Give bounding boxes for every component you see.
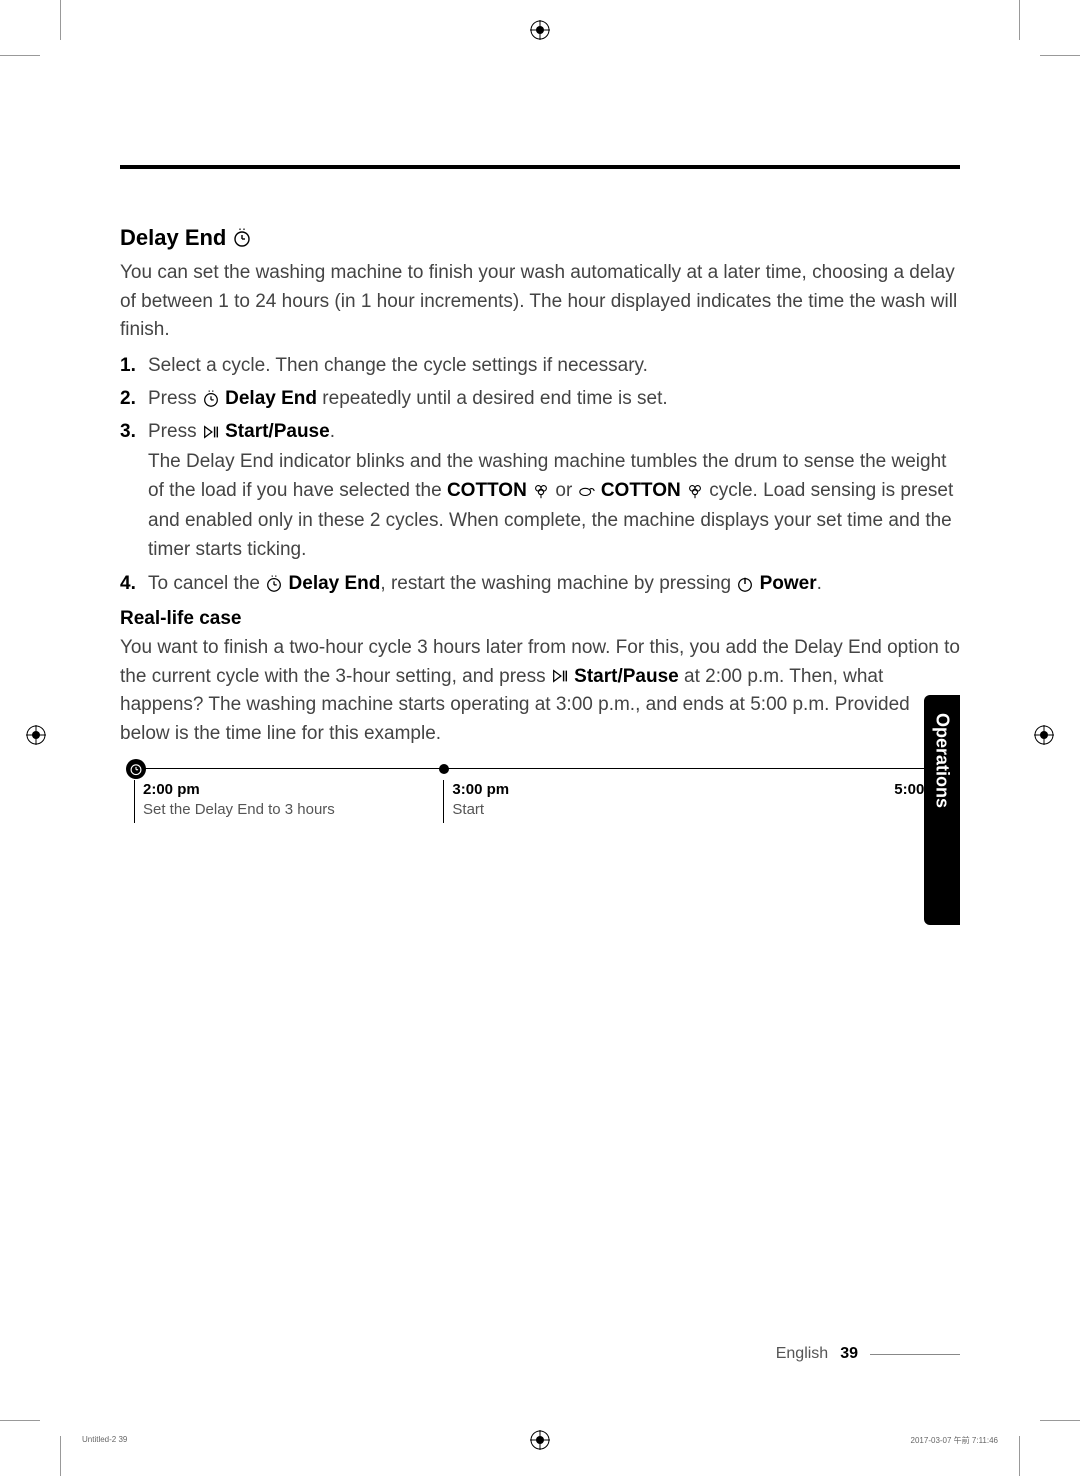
cotton-icon — [532, 482, 550, 500]
clock-icon — [232, 228, 252, 248]
step-3-or: or — [550, 480, 577, 501]
timeline: 2:00 pm Set the Delay End to 3 hours 3:0… — [120, 762, 960, 832]
crop-mark — [1019, 1436, 1020, 1476]
timeline-2-desc: Start — [452, 800, 509, 820]
step-3: Press Start/Pause. The Delay End indicat… — [120, 417, 960, 564]
real-life-sp: Start/Pause — [569, 666, 679, 687]
real-life-text: You want to finish a two-hour cycle 3 ho… — [120, 634, 960, 748]
print-meta-right: 2017-03-07 午前 7:11:46 — [911, 1435, 998, 1446]
cotton-icon — [686, 482, 704, 500]
timeline-start-icon — [126, 759, 146, 779]
play-pause-icon — [202, 423, 220, 441]
step-4: To cancel the Delay End, restart the was… — [120, 569, 960, 598]
step-2-text-c: repeatedly until a desired end time is s… — [317, 388, 668, 409]
registration-mark-icon — [26, 725, 46, 751]
heading-text: Delay End — [120, 225, 226, 251]
step-3-bold: Start/Pause — [220, 421, 330, 442]
footer-line — [870, 1354, 960, 1355]
intro-text: You can set the washing machine to finis… — [120, 259, 960, 345]
footer-page-number: 39 — [840, 1345, 858, 1363]
registration-mark-icon — [530, 20, 550, 46]
timeline-2-time: 3:00 pm — [452, 780, 509, 800]
side-tab: Operations — [924, 695, 960, 925]
step-4-text-a: To cancel the — [148, 573, 265, 594]
timeline-label-1: 2:00 pm Set the Delay End to 3 hours — [134, 780, 335, 823]
clock-icon — [265, 575, 283, 593]
clock-icon — [202, 390, 220, 408]
crop-mark — [0, 1420, 40, 1421]
section-heading: Delay End — [120, 225, 960, 251]
crop-mark — [0, 55, 40, 56]
step-3-sub: The Delay End indicator blinks and the w… — [148, 447, 960, 565]
step-1: Select a cycle. Then change the cycle se… — [120, 351, 960, 380]
cotton-label-2: COTTON — [596, 480, 686, 501]
step-4-bold-1: Delay End — [283, 573, 380, 594]
real-life-heading: Real-life case — [120, 608, 960, 630]
step-2-bold: Delay End — [220, 388, 317, 409]
timeline-mid-dot — [439, 764, 449, 774]
print-meta-footer: Untitled-2 39 2017-03-07 午前 7:11:46 — [82, 1435, 998, 1446]
timeline-label-2: 3:00 pm Start — [443, 780, 509, 823]
page-footer: English 39 — [776, 1345, 960, 1363]
play-pause-icon — [551, 667, 569, 685]
side-tab-label: Operations — [932, 713, 953, 808]
cotton-label-1: COTTON — [447, 480, 532, 501]
steps-list: Select a cycle. Then change the cycle se… — [120, 351, 960, 599]
crop-mark — [60, 0, 61, 40]
top-rule — [120, 165, 960, 169]
step-4-bold-2: Power — [754, 573, 816, 594]
timeline-1-time: 2:00 pm — [143, 780, 335, 800]
step-2-text-a: Press — [148, 388, 202, 409]
page-content: Delay End You can set the washing machin… — [60, 55, 1020, 1421]
crop-mark — [1019, 0, 1020, 40]
crop-mark — [60, 1436, 61, 1476]
crop-mark — [1040, 55, 1080, 56]
step-2: Press Delay End repeatedly until a desir… — [120, 384, 960, 413]
step-3-text-c: . — [330, 421, 335, 442]
power-icon — [736, 575, 754, 593]
crop-mark — [1040, 1420, 1080, 1421]
registration-mark-icon — [1034, 725, 1054, 751]
timeline-line — [132, 768, 952, 769]
timeline-1-desc: Set the Delay End to 3 hours — [143, 800, 335, 820]
step-3-text-a: Press — [148, 421, 202, 442]
step-4-text-c: , restart the washing machine by pressin… — [380, 573, 736, 594]
footer-language: English — [776, 1345, 828, 1363]
step-4-text-e: . — [817, 573, 822, 594]
eco-bubble-icon — [578, 482, 596, 500]
print-meta-left: Untitled-2 39 — [82, 1435, 127, 1446]
